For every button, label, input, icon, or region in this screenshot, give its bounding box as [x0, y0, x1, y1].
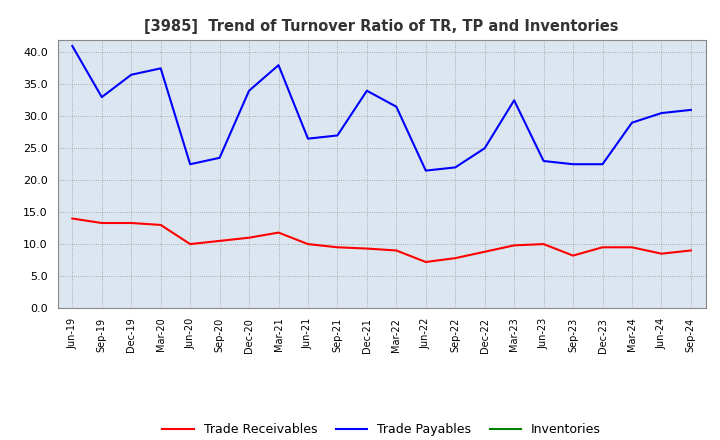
Trade Receivables — [68, 216, 76, 221]
Trade Payables — [186, 161, 194, 167]
Trade Receivables — [421, 259, 430, 264]
Trade Payables — [628, 120, 636, 125]
Trade Receivables — [569, 253, 577, 258]
Trade Payables — [245, 88, 253, 93]
Trade Receivables — [598, 245, 607, 250]
Trade Receivables — [274, 230, 283, 235]
Trade Payables — [304, 136, 312, 141]
Trade Receivables — [687, 248, 696, 253]
Trade Payables — [569, 161, 577, 167]
Trade Receivables — [245, 235, 253, 240]
Trade Payables — [97, 95, 106, 100]
Trade Payables — [598, 161, 607, 167]
Trade Payables — [510, 98, 518, 103]
Trade Receivables — [363, 246, 372, 251]
Trade Receivables — [215, 238, 224, 244]
Trade Receivables — [97, 220, 106, 226]
Trade Receivables — [539, 242, 548, 247]
Trade Payables — [363, 88, 372, 93]
Trade Receivables — [304, 242, 312, 247]
Trade Receivables — [480, 249, 489, 254]
Title: [3985]  Trend of Turnover Ratio of TR, TP and Inventories: [3985] Trend of Turnover Ratio of TR, TP… — [144, 19, 619, 34]
Line: Trade Receivables: Trade Receivables — [72, 219, 691, 262]
Trade Receivables — [628, 245, 636, 250]
Trade Payables — [421, 168, 430, 173]
Trade Receivables — [156, 222, 165, 227]
Trade Receivables — [392, 248, 400, 253]
Trade Payables — [392, 104, 400, 109]
Legend: Trade Receivables, Trade Payables, Inventories: Trade Receivables, Trade Payables, Inven… — [157, 418, 606, 440]
Trade Payables — [156, 66, 165, 71]
Trade Receivables — [657, 251, 666, 257]
Trade Receivables — [451, 256, 459, 261]
Trade Payables — [68, 44, 76, 49]
Trade Receivables — [333, 245, 342, 250]
Trade Payables — [274, 62, 283, 68]
Trade Payables — [333, 133, 342, 138]
Trade Payables — [539, 158, 548, 164]
Trade Payables — [451, 165, 459, 170]
Trade Payables — [480, 146, 489, 151]
Trade Payables — [215, 155, 224, 161]
Trade Receivables — [127, 220, 135, 226]
Trade Receivables — [510, 243, 518, 248]
Line: Trade Payables: Trade Payables — [72, 46, 691, 171]
Trade Payables — [127, 72, 135, 77]
Trade Receivables — [186, 242, 194, 247]
Trade Payables — [657, 110, 666, 116]
Trade Payables — [687, 107, 696, 113]
